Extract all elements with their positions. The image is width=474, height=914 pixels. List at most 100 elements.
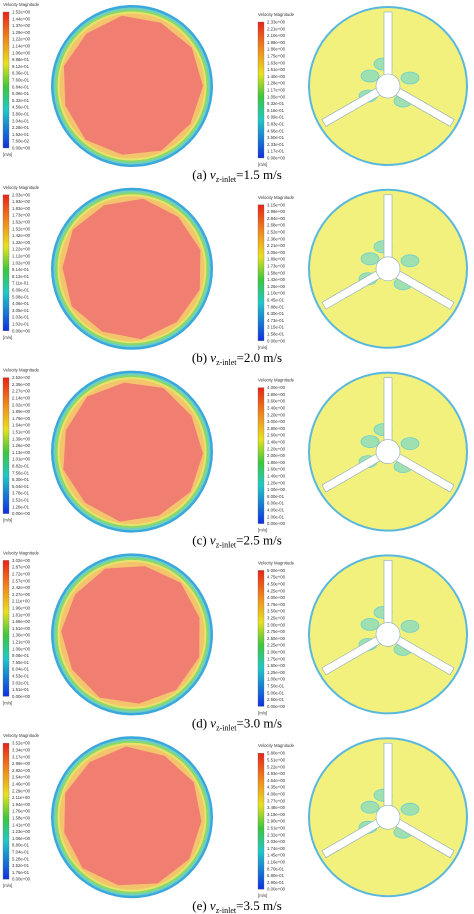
colorbar-tick-label: 3.20e+00 bbox=[267, 412, 286, 417]
colorbar-tick-label: 1.10e+00 bbox=[267, 291, 286, 296]
colorbar-tick-label: 1.22e+00 bbox=[12, 247, 31, 252]
colorbar-tick-label: 1.58e-01 bbox=[267, 332, 285, 337]
colorbar-tick-label: 5.32e-01 bbox=[12, 98, 30, 103]
colorbar-tick-label: 3.17e+00 bbox=[12, 754, 31, 759]
colorbar bbox=[257, 570, 265, 707]
colorbar-tick-label: 8.70e-01 bbox=[267, 866, 285, 871]
caption-symbol: v bbox=[210, 715, 216, 730]
colorbar-tick-label: 3.50e-01 bbox=[267, 135, 285, 140]
colorbar-tick-label: 2.57e+00 bbox=[12, 578, 31, 583]
colorbar-tick-label: 1.76e-01 bbox=[12, 870, 30, 875]
colorbar-tick-label: 2.11e+00 bbox=[12, 599, 30, 604]
colorbar bbox=[2, 743, 10, 880]
colorbar-tick-label: 1.73e+00 bbox=[267, 264, 286, 269]
colorbar-tick-label: 1.96e+00 bbox=[12, 606, 31, 611]
colorbar-tick-label: 1.28e+00 bbox=[267, 81, 286, 86]
colorbar-tick-label: 1.01e+00 bbox=[12, 457, 31, 462]
colorbar-tick-label: 1.20e+00 bbox=[267, 480, 286, 485]
colorbar-tick-label: 3.52e+00 bbox=[12, 741, 31, 746]
colorbar-tick-label: 9.32e-01 bbox=[267, 101, 285, 106]
wake-region bbox=[400, 802, 420, 816]
colorbar-tick-label: 2.90e-01 bbox=[267, 880, 285, 885]
wake-region bbox=[400, 254, 420, 268]
colorbar-tick-label: 8.12e-01 bbox=[12, 274, 30, 279]
colorbar-tick-label: 2.87e+00 bbox=[12, 565, 31, 570]
colorbar-title: Velocity Magnitude bbox=[258, 378, 295, 383]
colorbar-tick-label: 2.27e+00 bbox=[12, 592, 31, 597]
colorbar-tick-label: 9.45e-01 bbox=[267, 298, 285, 303]
colorbar-tick-label: 2.80e+00 bbox=[267, 426, 286, 431]
colorbar-tick-label: 1.98e+00 bbox=[267, 40, 286, 45]
colorbar-tick-label: 1.17e-01 bbox=[267, 149, 285, 154]
colorbar-tick-label: 1.00e+00 bbox=[267, 487, 286, 492]
colorbar-tick-label: 3.78e-01 bbox=[12, 491, 30, 496]
colorbar-tick-label: 7.04e-01 bbox=[12, 850, 30, 855]
colorbar-tick-label: 1.76e+00 bbox=[12, 416, 31, 421]
colorbar-tick-label: 3.52e-01 bbox=[12, 863, 30, 868]
colorbar-title: Velocity Magnitude bbox=[258, 743, 295, 748]
caption-label: (e) bbox=[192, 898, 210, 913]
colorbar-tick-label: 4.75e+00 bbox=[267, 575, 286, 580]
colorbar-tick-label: 2.84e+00 bbox=[267, 216, 286, 221]
colorbar-unit: [m/s] bbox=[3, 883, 12, 888]
colorbar-title: Velocity Magnitude bbox=[3, 368, 40, 373]
colorbar-unit: [m/s] bbox=[3, 700, 12, 705]
colorbar-tick-label: 1.16e+00 bbox=[267, 860, 286, 865]
colorbar-unit: [m/s] bbox=[258, 162, 267, 167]
colorbar-tick-label: 1.25e+00 bbox=[267, 670, 286, 675]
colorbar-tick-label: 6.00e-01 bbox=[267, 501, 285, 506]
caption: (d) vz-inlet=3.0 m/s bbox=[192, 715, 282, 732]
colorbar-tick-label: 9.06e-01 bbox=[12, 653, 30, 658]
colorbar-tick-label: 2.20e+00 bbox=[267, 446, 286, 451]
colorbar-tick-label: 2.10e+00 bbox=[267, 33, 286, 38]
colorbar-tick-label: 1.40e+00 bbox=[267, 474, 286, 479]
caption-label: (d) bbox=[192, 715, 210, 730]
colorbar-tick-label: 2.28e-01 bbox=[12, 125, 30, 130]
colorbar-tick-label: 2.33e-01 bbox=[267, 142, 285, 147]
colorbar bbox=[2, 11, 10, 149]
colorbar-tick-label: 1.60e+00 bbox=[267, 467, 286, 472]
colorbar-tick-label: 3.02e+00 bbox=[12, 558, 31, 563]
colorbar-tick-label: 2.33e+00 bbox=[267, 20, 286, 25]
colorbar-tick-label: 1.83e+00 bbox=[12, 206, 31, 211]
colorbar-tick-label: 4.00e-01 bbox=[267, 508, 285, 513]
colorbar-tick-label: 1.21e+00 bbox=[12, 640, 31, 645]
colorbar-tick-label: 1.52e+00 bbox=[12, 226, 31, 231]
colorbar-tick-label: 8.36e-01 bbox=[12, 71, 30, 76]
colorbar-tick-label: 7.50e-01 bbox=[267, 684, 285, 689]
colorbar-tick-label: 9.12e-01 bbox=[12, 64, 30, 69]
colorbar-tick-label: 0.00e+00 bbox=[267, 156, 286, 161]
panel-row: Velocity Magnitude 1.52e+001.44e+00 1.37e+… bbox=[2, 2, 468, 184]
contour-core bbox=[61, 566, 200, 704]
colorbar-tick-label: 4.50e+00 bbox=[267, 582, 286, 587]
colorbar-tick-label: 1.50e+00 bbox=[267, 663, 286, 668]
wake-region bbox=[360, 800, 380, 814]
colorbar-tick-label: 4.56e-01 bbox=[12, 105, 30, 110]
colorbar-title: Velocity Magnitude bbox=[3, 2, 40, 7]
colorbar-tick-label: 3.77e+00 bbox=[267, 798, 286, 803]
colorbar-tick-label: 2.52e+00 bbox=[267, 230, 286, 235]
colorbar-title: Velocity Magnitude bbox=[3, 733, 40, 738]
contour-core bbox=[62, 198, 201, 340]
colorbar-tick-label: 1.00e+00 bbox=[267, 677, 286, 682]
colorbar-tick-label: 1.36e+00 bbox=[12, 633, 31, 638]
colorbar-tick-label: 1.52e-01 bbox=[12, 132, 30, 137]
colorbar-tick-label: 1.14e+00 bbox=[12, 44, 31, 49]
colorbar-unit: [m/s] bbox=[258, 528, 267, 533]
colorbar-tick-label: 6.04e-01 bbox=[12, 667, 30, 672]
colorbar-tick-label: 7.55e-01 bbox=[12, 660, 30, 665]
colorbar-tick-label: 4.06e+00 bbox=[267, 792, 286, 797]
caption-subscript: z-inlet bbox=[216, 906, 237, 914]
colorbar-tick-label: 1.23e+00 bbox=[12, 829, 31, 834]
colorbar-tick-label: 1.17e+00 bbox=[267, 88, 286, 93]
colorbar-tick-label: 5.04e-01 bbox=[12, 484, 30, 489]
colorbar-tick-label: 0.00e+00 bbox=[267, 338, 286, 343]
colorbar-tick-label: 4.64e+00 bbox=[267, 778, 286, 783]
colorbar-tick-label: 1.13e+00 bbox=[12, 450, 31, 455]
colorbar-tick-label: 1.76e+00 bbox=[12, 809, 31, 814]
colorbar-tick-label: 1.94e+00 bbox=[12, 802, 31, 807]
colorbar-tick-label: 1.41e+00 bbox=[12, 822, 31, 827]
colorbar-tick-label: 6.84e-01 bbox=[12, 84, 30, 89]
colorbar-tick-label: 2.14e+00 bbox=[12, 396, 31, 401]
